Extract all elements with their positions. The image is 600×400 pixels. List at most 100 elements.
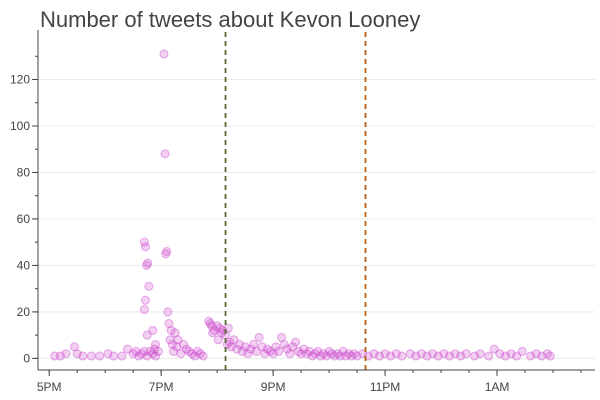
y-tick-label: 60: [17, 212, 31, 226]
data-point: [193, 346, 203, 356]
data-point: [168, 346, 178, 356]
data-point: [208, 328, 218, 338]
y-tick-label: 20: [17, 305, 31, 319]
data-point: [274, 346, 284, 356]
data-point: [235, 339, 245, 349]
data-point: [212, 321, 222, 331]
data-point: [265, 346, 275, 356]
data-point: [226, 342, 236, 352]
data-point: [542, 349, 552, 359]
data-point: [166, 325, 176, 335]
data-point: [69, 342, 79, 352]
axes: 0 20 40 60 80 100 120 5PM 7PM 9PM 11PM 1AM: [10, 30, 595, 394]
y-tick-label: 0: [23, 351, 30, 365]
grid-layer: [38, 79, 595, 359]
data-point: [344, 349, 354, 359]
data-point: [279, 339, 289, 349]
data-point: [209, 325, 219, 335]
data-point: [380, 349, 390, 359]
data-point: [149, 344, 159, 354]
data-point: [139, 305, 149, 315]
data-point: [142, 260, 152, 270]
data-point: [545, 351, 555, 361]
data-point: [260, 349, 270, 359]
data-point: [330, 351, 340, 361]
data-point: [271, 342, 281, 352]
points-layer: [50, 49, 555, 361]
data-point: [131, 346, 141, 356]
data-point: [288, 342, 298, 352]
data-point: [405, 349, 415, 359]
data-point: [140, 242, 150, 252]
data-point: [142, 351, 152, 361]
data-point: [338, 346, 348, 356]
data-point: [506, 349, 516, 359]
data-point: [411, 351, 421, 361]
data-point: [512, 351, 522, 361]
data-point: [128, 349, 138, 359]
data-point: [470, 351, 480, 361]
data-point: [374, 351, 384, 361]
data-point: [151, 351, 161, 361]
data-point: [319, 349, 328, 359]
data-point: [397, 351, 407, 361]
data-point: [148, 325, 158, 335]
data-point: [324, 346, 334, 356]
data-point: [500, 351, 510, 361]
data-point: [103, 349, 113, 359]
x-tick-label: 9PM: [261, 380, 286, 394]
data-point: [117, 351, 127, 361]
chart-title: Number of tweets about Kevon Looney: [40, 7, 421, 32]
data-point: [148, 349, 158, 359]
data-point: [428, 349, 438, 359]
data-point: [190, 351, 200, 361]
data-point: [307, 351, 317, 361]
data-point: [184, 346, 194, 356]
data-point: [450, 349, 460, 359]
data-point: [268, 349, 278, 359]
data-point: [176, 349, 186, 359]
x-tick-label: 11PM: [370, 380, 400, 394]
data-point: [257, 342, 267, 352]
data-point: [517, 346, 527, 356]
data-point: [213, 335, 223, 345]
data-point: [140, 295, 150, 305]
data-point: [249, 339, 259, 349]
data-point: [50, 351, 60, 361]
data-point: [172, 342, 182, 352]
data-point: [299, 344, 309, 354]
data-point: [526, 351, 536, 361]
x-tick-label: 5PM: [37, 380, 62, 394]
data-point: [204, 316, 214, 326]
data-point: [246, 344, 256, 354]
data-point: [137, 349, 147, 359]
data-point: [144, 281, 154, 291]
data-point: [163, 307, 173, 317]
data-point: [537, 351, 547, 361]
data-point: [495, 349, 505, 359]
data-point: [95, 351, 105, 361]
data-point: [302, 349, 312, 359]
data-point: [422, 351, 432, 361]
data-point: [369, 349, 379, 359]
data-point: [531, 349, 541, 359]
data-point: [167, 339, 177, 349]
data-point: [346, 351, 356, 361]
reference-lines: [224, 32, 367, 370]
data-point: [55, 351, 65, 361]
data-point: [151, 339, 161, 349]
data-point: [439, 349, 449, 359]
data-point: [316, 351, 326, 361]
data-point: [215, 323, 225, 333]
data-point: [179, 339, 189, 349]
data-point: [416, 349, 426, 359]
data-point: [254, 332, 264, 342]
data-point: [296, 349, 306, 359]
data-point: [475, 349, 485, 359]
y-tick-label: 80: [17, 165, 31, 179]
data-point: [207, 321, 217, 331]
data-point: [142, 330, 152, 340]
data-point: [461, 349, 471, 359]
x-tick-label: 7PM: [149, 380, 174, 394]
